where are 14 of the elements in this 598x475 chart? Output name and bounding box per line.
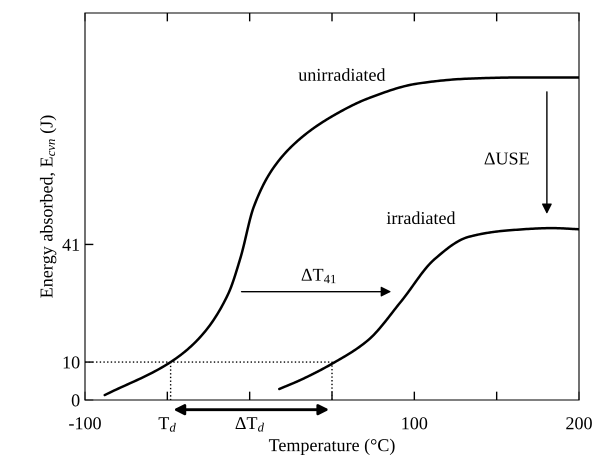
x-tick-label: -100: [69, 417, 101, 430]
y-tick-label: 10: [64, 356, 80, 368]
annotation: unirradiated: [298, 68, 386, 81]
x-axis-title: Temperature (°C): [268, 438, 395, 455]
x-tick-label: 100: [402, 417, 428, 430]
x-tick-label: ΔT$_{d}$: [236, 417, 264, 432]
annotation: ΔUSE: [484, 152, 529, 165]
annotation: irradiated: [386, 211, 456, 224]
annotation: ΔT$_{41}$: [302, 268, 336, 284]
x-tick-label: 200: [566, 417, 592, 430]
y-tick-label: 41: [62, 238, 80, 251]
y-axis-title: Energy absorbed, E$_{cvn}$ (J): [40, 116, 56, 298]
x-tick-label: T$_{d}$: [158, 417, 176, 432]
y-tick-label: 0: [72, 394, 80, 406]
